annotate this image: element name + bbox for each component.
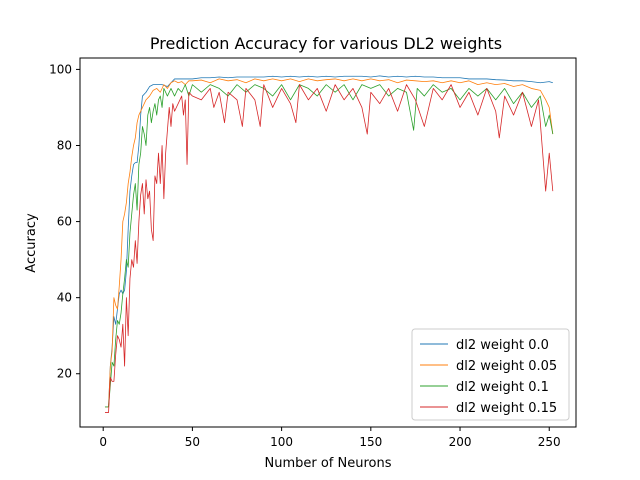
- legend-label: dl2 weight 0.05: [456, 359, 557, 374]
- x-tick-label: 100: [270, 435, 293, 449]
- legend-label: dl2 weight 0.1: [456, 380, 549, 395]
- y-tick-label: 60: [57, 215, 72, 229]
- x-tick-label: 150: [359, 435, 382, 449]
- legend: dl2 weight 0.0 dl2 weight 0.05 dl2 weight …: [411, 328, 570, 421]
- y-axis-ticks: 20 40 60 80 100: [49, 62, 80, 381]
- y-tick-label: 80: [57, 138, 72, 152]
- x-axis-ticks: 0 50 100 150 200 250: [99, 427, 561, 449]
- legend-label: dl2 weight 0.0: [456, 338, 549, 353]
- x-tick-label: 50: [185, 435, 200, 449]
- y-axis-label: Accuracy: [24, 213, 39, 273]
- chart-title: Prediction Accuracy for various DL2 weig…: [150, 34, 502, 53]
- series-line-3: [104, 84, 554, 413]
- legend-box: [411, 328, 570, 421]
- series-line-1: [104, 78, 554, 408]
- x-tick-label: 0: [99, 435, 107, 449]
- series-line-0: [104, 75, 553, 408]
- y-tick-label: 20: [57, 367, 72, 381]
- plot-frame: [79, 57, 577, 428]
- y-tick-label: 40: [57, 291, 72, 305]
- legend-label: dl2 weight 0.15: [456, 401, 557, 416]
- x-axis-label: Number of Neurons: [264, 456, 391, 471]
- series-layer: [104, 75, 554, 413]
- series-line-2: [104, 84, 554, 408]
- y-tick-label: 100: [49, 62, 72, 76]
- x-tick-label: 200: [449, 435, 472, 449]
- x-tick-label: 250: [538, 435, 561, 449]
